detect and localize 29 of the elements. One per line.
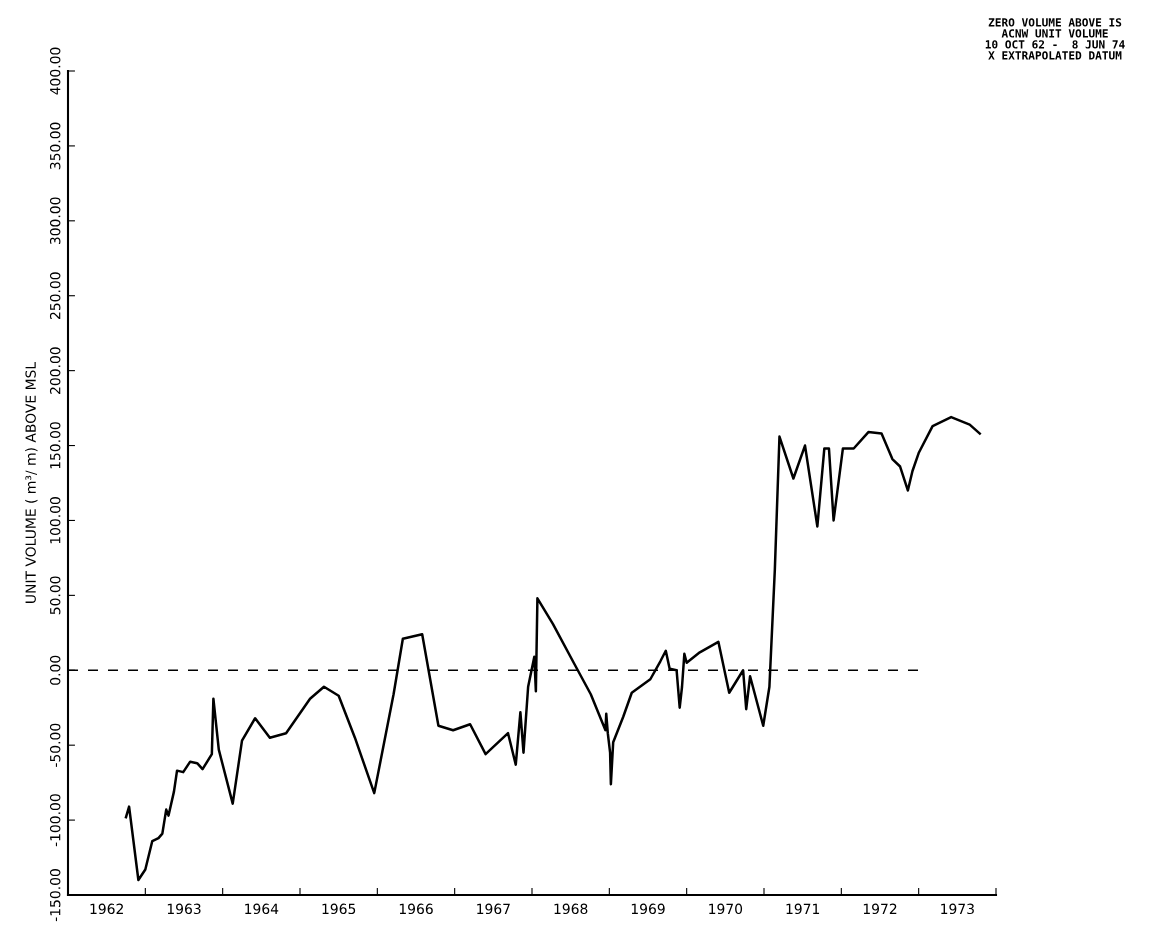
x-tick-label: 1973 xyxy=(941,903,974,915)
text: ACNW UNIT VOLUME xyxy=(1001,29,1108,38)
y-tick-label: -100.00 xyxy=(49,794,61,847)
text: 10 OCT 62 - 8 JUN 74 xyxy=(985,40,1125,49)
x-tick-label: 1969 xyxy=(631,903,665,915)
x-tick-label: 1972 xyxy=(863,903,897,915)
text: ZERO VOLUME ABOVE IS xyxy=(988,18,1122,27)
x-tick-label: 1963 xyxy=(167,903,201,915)
x-tick-label: 1962 xyxy=(90,903,123,915)
y-tick-label: -50.00 xyxy=(49,723,61,767)
x-tick-label: 1967 xyxy=(477,903,510,915)
y-tick-label: 100.00 xyxy=(49,497,61,544)
y-axis-title: UNIT VOLUME ( m³/ m) ABOVE MSL xyxy=(25,361,38,603)
y-tick-label: 50.00 xyxy=(49,576,61,615)
x-tick-label: 1966 xyxy=(399,903,433,915)
x-tick-label: 1970 xyxy=(709,903,743,915)
y-tick-label: 0.00 xyxy=(49,655,61,685)
y-tick-label: 300.00 xyxy=(49,197,61,245)
x-tick-label: 1971 xyxy=(786,903,820,915)
y-tick-label: -150.00 xyxy=(49,869,61,922)
y-tick-label: 250.00 xyxy=(49,272,61,320)
x-tick-label: 1964 xyxy=(245,903,279,915)
text: X EXTRAPOLATED DATUM xyxy=(988,51,1122,60)
x-tick-label: 1965 xyxy=(322,903,356,915)
y-tick-label: 400.00 xyxy=(49,47,61,95)
y-tick-label: 150.00 xyxy=(49,422,61,469)
x-tick-label: 1968 xyxy=(554,903,588,915)
y-tick-label: 200.00 xyxy=(49,347,61,394)
y-tick-label: 350.00 xyxy=(49,122,61,170)
